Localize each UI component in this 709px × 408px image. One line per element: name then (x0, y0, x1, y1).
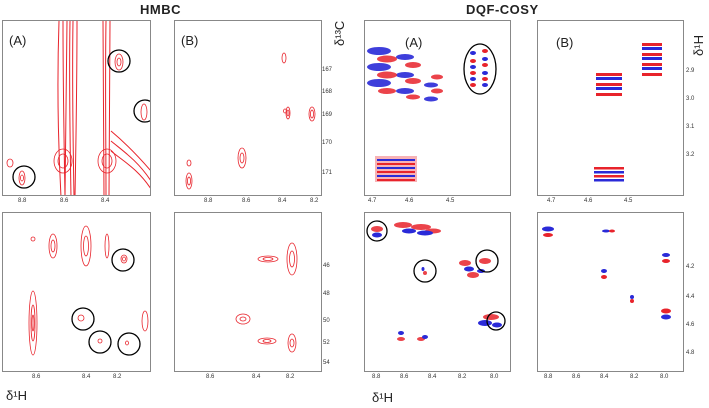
tick: 54 (323, 360, 330, 366)
tick: 8.8 (18, 198, 27, 204)
tick: 50 (323, 318, 330, 324)
tick: 8.2 (286, 374, 295, 380)
hmbc-bot-a-panel (2, 212, 151, 372)
tick: 8.8 (544, 374, 553, 380)
tick: 2.9 (686, 68, 695, 74)
tick: 48 (323, 291, 330, 297)
tick: 3.1 (686, 124, 695, 130)
tick: 4.7 (547, 198, 556, 204)
tick: 4.7 (368, 198, 377, 204)
tick: 8.2 (630, 374, 639, 380)
tick: 4.5 (624, 198, 633, 204)
tick: 4.4 (686, 294, 695, 300)
hmbc-top-b-panel: (B) (174, 20, 322, 196)
cosy-title: DQF-COSY (466, 2, 539, 17)
hmbc-bot-b-panel (174, 212, 322, 372)
tick: 8.4 (82, 374, 91, 380)
hmbc-top-a-label: (A) (9, 33, 27, 48)
c13-axis-label: δ¹³C (332, 20, 347, 46)
tick: 4.6 (686, 322, 695, 328)
hmbc-bot-a-spectrum (28, 225, 149, 356)
hmbc-top-b-spectrum (185, 52, 316, 190)
tick: 169 (322, 112, 333, 118)
tick: 8.0 (660, 374, 669, 380)
tick: 8.4 (101, 198, 110, 204)
tick: 8.6 (242, 198, 251, 204)
tick: 4.8 (686, 350, 695, 356)
cosy-top-b-label: (B) (556, 35, 574, 50)
tick: 167 (322, 67, 333, 73)
tick: 8.6 (206, 374, 215, 380)
hmbc-top-b-label: (B) (181, 33, 199, 48)
tick: 8.2 (310, 198, 319, 204)
tick: 3.0 (686, 96, 695, 102)
tick: 171 (322, 170, 333, 176)
tick: 3.2 (686, 152, 695, 158)
tick: 8.6 (32, 374, 41, 380)
h1-axis-label-hmbc: δ¹H (6, 388, 27, 403)
tick: 8.4 (428, 374, 437, 380)
tick: 8.4 (252, 374, 261, 380)
tick: 4.5 (446, 198, 455, 204)
tick: 4.6 (405, 198, 414, 204)
tick: 170 (322, 140, 333, 146)
tick: 8.6 (572, 374, 581, 380)
hmbc-top-a-spectrum (6, 21, 150, 195)
h1-axis-label-cosy: δ¹H (372, 390, 393, 405)
tick: 8.6 (60, 198, 69, 204)
tick: 8.8 (372, 374, 381, 380)
cosy-top-b-spectrum (594, 43, 662, 182)
hmbc-bot-b-spectrum (235, 242, 298, 353)
cosy-top-a-label: (A) (405, 35, 423, 50)
cosy-bot-b-panel (537, 212, 684, 372)
tick: 8.4 (600, 374, 609, 380)
tick: 8.4 (278, 198, 287, 204)
hmbc-title: HMBC (140, 2, 181, 17)
tick: 4.6 (584, 198, 593, 204)
tick: 168 (322, 89, 333, 95)
cosy-bot-a-spectrum (366, 220, 506, 341)
cosy-top-b-panel: (B) (537, 20, 684, 196)
tick: 8.0 (490, 374, 499, 380)
tick: 8.8 (204, 198, 213, 204)
tick: 46 (323, 263, 330, 269)
tick: 8.2 (458, 374, 467, 380)
cosy-top-a-spectrum (367, 43, 497, 182)
tick: 4.2 (686, 264, 695, 270)
h1-axis-label-right: δ¹H (691, 35, 706, 56)
cosy-bot-a-panel (364, 212, 511, 372)
cosy-top-a-panel: (A) (364, 20, 511, 196)
tick: 8.6 (400, 374, 409, 380)
hmbc-top-a-panel: (A) (2, 20, 151, 196)
tick: 52 (323, 340, 330, 346)
tick: 8.2 (113, 374, 122, 380)
cosy-bot-b-spectrum (542, 226, 671, 320)
